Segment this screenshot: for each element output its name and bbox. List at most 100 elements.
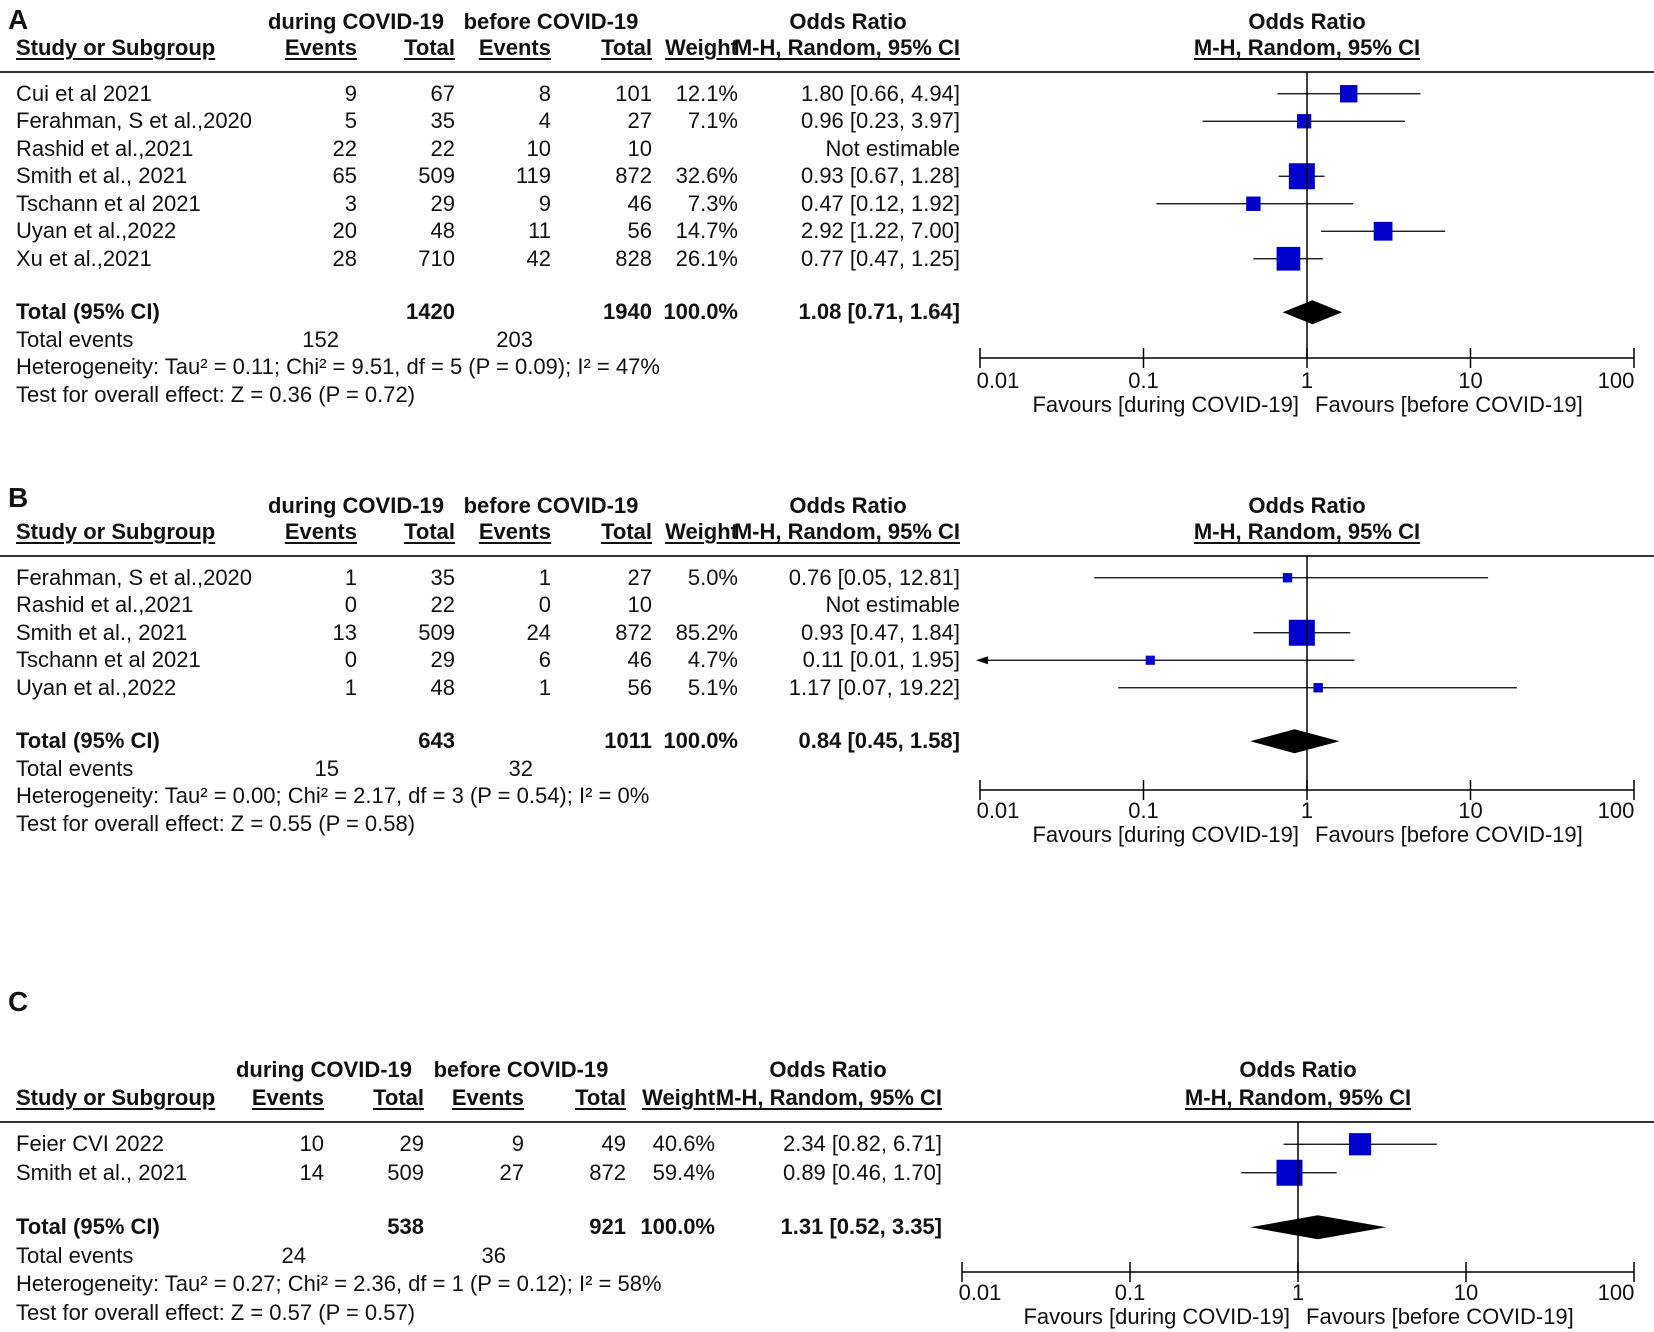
study-weight: 14.7% xyxy=(675,218,738,244)
total-weight: 100.0% xyxy=(663,728,738,754)
study-name: Xu et al.,2021 xyxy=(16,245,152,271)
total-during: 509 xyxy=(418,163,455,189)
events-before: 11 xyxy=(528,218,551,244)
x-tick-label: 100 xyxy=(1597,1280,1635,1305)
study-name: Feier CVI 2022 xyxy=(16,1131,164,1157)
header-events-during: Events xyxy=(284,519,357,544)
study-name: Smith et al., 2021 xyxy=(16,1159,188,1185)
overall-effect-text: Test for overall effect: Z = 0.36 (P = 0… xyxy=(16,381,416,407)
total-before: 27 xyxy=(627,108,652,134)
plot-header-method: M-H, Random, 95% CI xyxy=(1193,35,1421,60)
panel-letter: C xyxy=(8,986,29,1017)
point-estimate-marker xyxy=(1282,573,1293,583)
header-weight: Weight xyxy=(642,1085,715,1110)
total-n-before: 921 xyxy=(589,1214,626,1240)
point-estimate-marker xyxy=(1276,246,1301,271)
events-before: 6 xyxy=(538,647,551,673)
events-before: 9 xyxy=(538,190,551,216)
events-during: 5 xyxy=(344,108,357,134)
x-tick-label: 1 xyxy=(1300,368,1314,393)
study-ci: 0.47 [0.12, 1.92] xyxy=(800,190,960,216)
events-during: 22 xyxy=(332,135,357,161)
events-during: 0 xyxy=(344,592,357,618)
study-name: Ferahman, S et al.,2020 xyxy=(16,564,253,590)
study-weight: 7.3% xyxy=(687,190,738,216)
total-during: 48 xyxy=(430,674,455,700)
favours-right-label: Favours [before COVID-19] xyxy=(1306,1304,1574,1329)
total-before: 27 xyxy=(627,564,652,590)
total-weight: 100.0% xyxy=(640,1214,715,1240)
point-estimate-marker xyxy=(1340,85,1358,103)
events-during: 10 xyxy=(299,1131,324,1157)
total-n-during: 538 xyxy=(387,1214,424,1240)
point-estimate-marker xyxy=(1288,163,1315,190)
total-n-before: 1011 xyxy=(604,728,652,754)
total-during: 35 xyxy=(430,108,455,134)
total-label: Total (95% CI) xyxy=(16,728,160,754)
group-header-during: during COVID-19 xyxy=(267,493,445,518)
plot-header-method: M-H, Random, 95% CI xyxy=(1193,519,1421,544)
total-before: 49 xyxy=(601,1131,626,1157)
x-tick-label: 0.1 xyxy=(1128,368,1159,393)
total-label: Total (95% CI) xyxy=(16,299,160,325)
study-weight: 40.6% xyxy=(652,1131,715,1157)
odds-ratio-title: Odds Ratio xyxy=(769,1057,887,1082)
forest-plot-svg xyxy=(0,555,1654,800)
study-name: Tschann et al 2021 xyxy=(16,647,201,673)
events-during: 28 xyxy=(332,245,357,271)
total-before: 872 xyxy=(615,619,652,645)
events-before: 1 xyxy=(538,674,551,700)
events-before: 1 xyxy=(538,564,551,590)
plot-odds-ratio-title: Odds Ratio xyxy=(1248,9,1366,34)
total-during: 35 xyxy=(430,564,455,590)
total-during: 22 xyxy=(430,592,455,618)
group-header-during: during COVID-19 xyxy=(267,9,445,34)
favours-right-label: Favours [before COVID-19] xyxy=(1315,392,1583,417)
header-method: M-H, Random, 95% CI xyxy=(733,519,960,544)
header-study: Study or Subgroup xyxy=(16,1085,216,1110)
forest-plot-svg xyxy=(0,1121,1654,1282)
events-during: 9 xyxy=(344,80,357,106)
header-total-during: Total xyxy=(404,519,455,544)
x-tick-label: 10 xyxy=(1458,798,1483,823)
events-during: 14 xyxy=(299,1159,324,1185)
point-estimate-marker xyxy=(1296,114,1312,129)
total-ci: 1.31 [0.52, 3.35] xyxy=(780,1214,942,1240)
total-during: 29 xyxy=(430,647,455,673)
forest-plot-svg xyxy=(0,71,1654,368)
favours-left-label: Favours [during COVID-19] xyxy=(1032,822,1299,847)
study-weight: 59.4% xyxy=(652,1159,715,1185)
total-events-label: Total events xyxy=(16,1242,134,1268)
study-name: Ferahman, S et al.,2020 xyxy=(16,108,253,134)
x-tick-label: 1 xyxy=(1291,1280,1305,1305)
study-ci: 0.96 [0.23, 3.97] xyxy=(800,108,960,134)
events-during: 0 xyxy=(344,647,357,673)
plot-odds-ratio-title: Odds Ratio xyxy=(1239,1057,1357,1082)
ci-arrow xyxy=(976,656,988,665)
total-events-label: Total events xyxy=(16,326,134,352)
total-before: 56 xyxy=(627,218,652,244)
total-events-before: 36 xyxy=(481,1242,506,1268)
header-total-before: Total xyxy=(601,35,652,60)
header-total-before: Total xyxy=(601,519,652,544)
x-tick-label: 10 xyxy=(1453,1280,1479,1305)
point-estimate-marker xyxy=(1145,655,1155,665)
study-name: Uyan et al.,2022 xyxy=(16,218,177,244)
events-before: 10 xyxy=(526,135,551,161)
header-method: M-H, Random, 95% CI xyxy=(715,1085,942,1110)
heterogeneity-text: Heterogeneity: Tau² = 0.11; Chi² = 9.51,… xyxy=(16,354,660,380)
plot-odds-ratio-title: Odds Ratio xyxy=(1248,493,1366,518)
total-during: 509 xyxy=(418,619,455,645)
total-during: 67 xyxy=(430,80,455,106)
pooled-estimate-diamond xyxy=(1250,729,1340,754)
total-before: 101 xyxy=(615,80,652,106)
events-during: 3 xyxy=(344,190,357,216)
study-ci: 0.93 [0.47, 1.84] xyxy=(800,619,960,645)
header-events-before: Events xyxy=(478,519,551,544)
study-ci: 0.11 [0.01, 1.95] xyxy=(802,647,960,673)
study-weight: 5.0% xyxy=(687,564,738,590)
total-n-before: 1940 xyxy=(603,299,652,325)
header-study: Study or Subgroup xyxy=(16,35,216,60)
x-tick-label: 0.01 xyxy=(976,798,1020,823)
